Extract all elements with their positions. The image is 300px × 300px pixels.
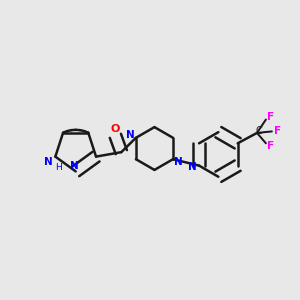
Text: N: N: [70, 161, 79, 171]
Text: F: F: [267, 141, 274, 151]
Text: H: H: [55, 164, 62, 172]
Text: O: O: [111, 124, 120, 134]
Text: F: F: [267, 112, 274, 122]
Text: N: N: [174, 157, 183, 166]
Text: N: N: [126, 130, 135, 140]
Text: N: N: [188, 162, 197, 172]
Text: N: N: [44, 157, 53, 167]
Text: C: C: [255, 126, 262, 136]
Text: F: F: [274, 126, 281, 136]
